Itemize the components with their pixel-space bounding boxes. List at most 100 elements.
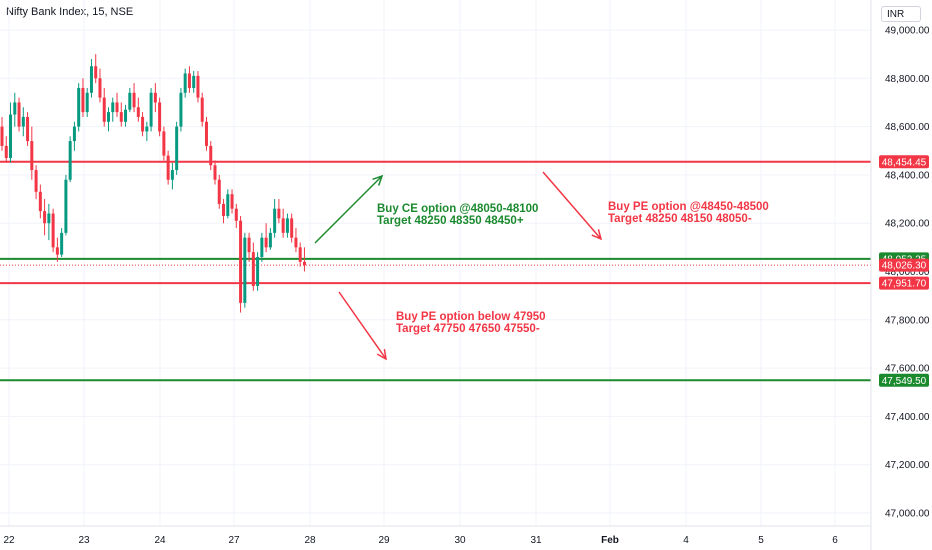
candle [34, 165, 38, 200]
trend-arrow[interactable] [338, 291, 387, 361]
y-tick-label: 47,800.00 [885, 315, 930, 326]
candle-body [264, 237, 268, 248]
candle-body [60, 232, 64, 255]
candle-body [38, 191, 42, 212]
candle [60, 228, 64, 258]
y-tick-label: 48,000.00 [885, 267, 930, 278]
candle [26, 112, 30, 146]
candle-body [230, 194, 234, 209]
candle-body [132, 92, 136, 108]
candle-body [222, 203, 226, 216]
candle-body [9, 114, 13, 158]
candle [247, 232, 251, 262]
arrow-head [376, 349, 387, 361]
annotation-line2: Target 48250 48150 48050- [608, 213, 752, 225]
candle-body [243, 237, 247, 303]
candle [302, 247, 306, 272]
candle [251, 242, 255, 291]
price-tags: 48,454.4548,052.2547,951.7047,549.5048,0… [879, 155, 929, 387]
x-tick-label: 6 [832, 535, 838, 546]
candle-body [149, 92, 153, 127]
candle-body [294, 237, 298, 248]
candle-body [115, 102, 119, 113]
candle [51, 208, 55, 253]
candles [0, 54, 306, 313]
candle-body [213, 165, 217, 180]
candle [119, 102, 123, 127]
last-price-label: 48,026.30 [882, 261, 927, 272]
candle-body [89, 66, 93, 93]
candle-body [170, 170, 174, 180]
candle-body [128, 92, 132, 110]
candle-body [55, 247, 59, 255]
candle-body [85, 92, 89, 113]
candle [111, 97, 115, 122]
candle [204, 116, 208, 151]
x-tick-label: 31 [530, 535, 542, 546]
x-tick-label: 30 [454, 535, 466, 546]
candle [187, 66, 191, 93]
y-tick-label: 47,200.00 [885, 460, 930, 471]
candle-body [30, 141, 34, 171]
candle-body [179, 92, 183, 127]
time-axis[interactable]: 22 23 24 27 28 29 30 31 Feb 4 5 6 [3, 535, 838, 546]
candle [4, 136, 8, 163]
x-tick-label: 23 [78, 535, 90, 546]
candle [38, 184, 42, 219]
candle-body [183, 73, 187, 93]
arrow-annotations[interactable] [314, 171, 603, 361]
candle-body [145, 126, 149, 132]
candle [64, 174, 68, 236]
candle-body [234, 208, 238, 221]
candle [9, 102, 13, 163]
x-tick-label: Feb [601, 535, 619, 546]
candle [98, 68, 102, 103]
level-price-tag [879, 373, 929, 387]
candle [162, 126, 166, 161]
candle [47, 203, 51, 241]
y-tick-label: 48,400.00 [885, 170, 930, 181]
level-price-label: 47,549.50 [882, 376, 927, 387]
candle-body [141, 116, 145, 132]
candle-body [175, 126, 179, 171]
candle [281, 208, 285, 238]
candle-body [256, 257, 260, 286]
candle [196, 71, 200, 103]
candle [158, 97, 162, 137]
candle [239, 215, 243, 313]
candle [256, 252, 260, 291]
candle-body [94, 66, 98, 79]
trend-arrow[interactable] [542, 171, 603, 241]
candle-body [43, 211, 47, 224]
candle [145, 121, 149, 142]
candle [17, 97, 21, 132]
y-tick-label: 48,200.00 [885, 219, 930, 230]
candle-body [72, 126, 76, 142]
candle-body [187, 73, 191, 88]
candle [102, 87, 106, 127]
currency-selector[interactable]: INR [881, 6, 921, 22]
arrow-shaft [542, 171, 602, 240]
candle-body [51, 213, 55, 248]
candle [132, 83, 136, 113]
trend-arrow[interactable] [314, 174, 384, 244]
x-tick-label: 27 [228, 535, 240, 546]
candle [213, 160, 217, 185]
candle-body [68, 141, 72, 180]
price-axis[interactable]: 49,000.00 48,800.00 48,600.00 48,400.00 48,2… [885, 26, 930, 520]
horizontal-levels[interactable] [0, 160, 871, 382]
candle [0, 116, 4, 151]
candle [230, 189, 234, 214]
candle [107, 107, 110, 132]
candle [77, 83, 81, 132]
candle [166, 150, 170, 185]
candle-body [153, 92, 157, 103]
candle [268, 228, 272, 250]
candle [234, 203, 238, 229]
candle [85, 87, 89, 117]
